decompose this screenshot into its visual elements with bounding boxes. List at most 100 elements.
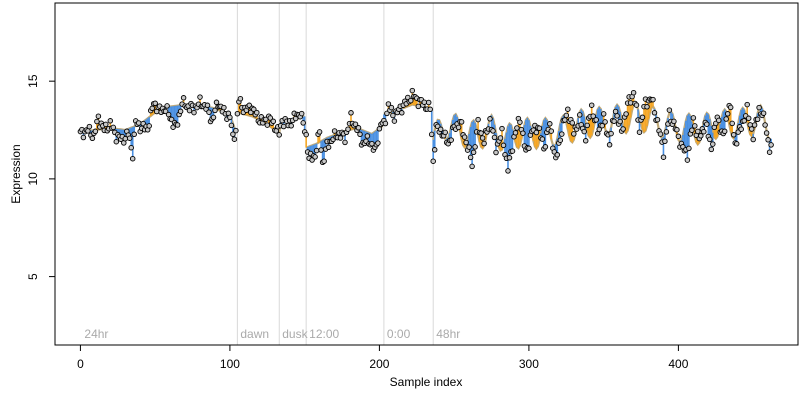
data-point — [644, 104, 650, 110]
data-point — [738, 126, 744, 132]
data-point — [475, 116, 481, 123]
data-point — [493, 149, 499, 156]
y-axis: 5 10 15 — [26, 74, 56, 280]
data-point — [126, 135, 133, 141]
data-point — [210, 114, 217, 121]
data-point — [375, 140, 381, 146]
data-point — [611, 118, 617, 124]
data-point — [526, 145, 532, 152]
x-axis-label: Sample index — [390, 375, 463, 389]
data-point — [766, 149, 773, 155]
data-point — [230, 131, 236, 137]
data-point — [708, 146, 715, 153]
data-point — [228, 122, 235, 129]
data-point — [430, 158, 436, 164]
data-point — [345, 126, 351, 132]
data-point — [348, 110, 354, 116]
data-point — [164, 103, 170, 109]
data-point — [582, 138, 589, 144]
data-point — [599, 122, 605, 129]
data-point — [466, 144, 472, 150]
data-point — [227, 114, 233, 121]
data-point — [571, 131, 577, 137]
data-point — [581, 128, 587, 135]
period-label: 12:00 — [309, 327, 339, 341]
data-point — [288, 123, 294, 129]
data-point — [463, 139, 469, 146]
data-point — [197, 94, 203, 100]
data-point — [569, 120, 576, 126]
data-point — [437, 126, 444, 133]
x-tick-label: 300 — [519, 357, 539, 371]
data-point — [584, 122, 590, 129]
data-point — [135, 120, 142, 126]
data-point — [539, 136, 546, 142]
data-point — [490, 128, 496, 134]
data-point — [204, 102, 211, 109]
data-point — [533, 129, 540, 136]
data-point — [128, 144, 134, 151]
data-point — [408, 97, 414, 104]
data-point — [562, 117, 568, 123]
data-point — [313, 147, 320, 154]
data-point — [514, 125, 520, 131]
data-point — [663, 129, 670, 135]
data-point — [674, 126, 680, 133]
data-point — [191, 109, 197, 116]
y-tick-label: 15 — [26, 74, 40, 88]
data-point — [427, 106, 433, 113]
data-point — [478, 130, 484, 136]
data-point — [80, 134, 87, 141]
data-point — [384, 110, 390, 117]
data-point — [467, 154, 474, 161]
data-point — [390, 112, 396, 119]
data-point — [342, 139, 348, 146]
data-point — [448, 137, 454, 143]
data-point — [231, 136, 238, 142]
data-point — [762, 122, 768, 128]
data-point — [162, 108, 169, 115]
data-point — [689, 127, 695, 133]
data-point — [733, 141, 740, 147]
data-point — [565, 106, 571, 112]
data-point — [499, 125, 505, 132]
data-point — [500, 142, 507, 149]
data-point — [264, 122, 271, 128]
data-point — [660, 154, 667, 160]
data-point — [636, 129, 643, 135]
data-point — [600, 111, 607, 117]
data-point — [276, 132, 282, 138]
data-point — [391, 118, 398, 124]
data-point — [557, 137, 564, 143]
data-point — [376, 126, 383, 132]
data-point — [152, 100, 158, 107]
data-point — [92, 128, 99, 135]
data-point — [695, 128, 701, 135]
data-point — [721, 128, 728, 135]
data-point — [723, 116, 729, 122]
data-point — [280, 123, 287, 130]
data-point — [710, 141, 716, 147]
data-point — [94, 118, 100, 125]
data-point — [110, 124, 117, 131]
data-point — [763, 130, 770, 136]
data-point — [614, 113, 620, 119]
data-point — [331, 128, 338, 134]
data-point — [337, 135, 344, 141]
data-point — [547, 121, 553, 127]
data-point — [352, 121, 359, 127]
x-tick-label: 100 — [220, 357, 240, 371]
data-point — [399, 110, 405, 116]
data-point — [300, 120, 306, 126]
data-point — [745, 115, 752, 122]
period-label: 24hr — [84, 327, 108, 341]
data-point — [472, 144, 478, 150]
data-point — [421, 99, 428, 105]
data-point — [107, 118, 114, 124]
data-point — [620, 126, 626, 132]
data-point — [267, 115, 274, 121]
data-point — [316, 129, 323, 135]
data-point — [321, 158, 327, 164]
data-point — [481, 140, 487, 147]
